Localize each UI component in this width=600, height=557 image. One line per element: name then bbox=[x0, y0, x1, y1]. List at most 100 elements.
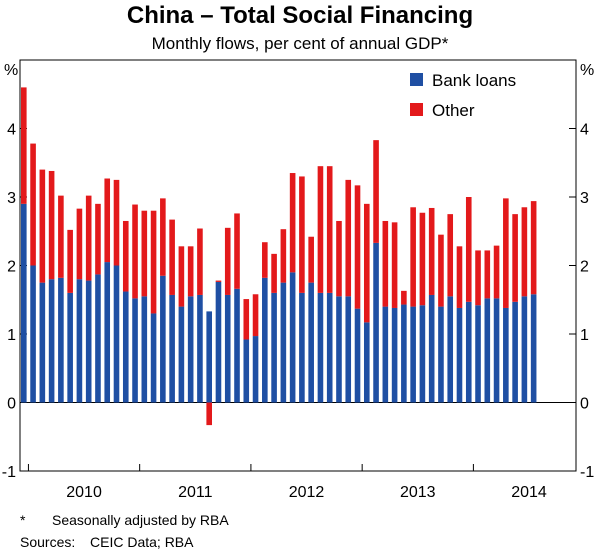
bar-other bbox=[206, 402, 212, 426]
chart-subtitle: Monthly flows, per cent of annual GDP* bbox=[152, 34, 449, 53]
bar-bank-loans bbox=[280, 282, 287, 403]
bar-bank-loans bbox=[484, 298, 491, 403]
bar-other bbox=[141, 210, 148, 297]
x-tick-label: 2011 bbox=[178, 484, 213, 501]
bar-other bbox=[289, 173, 296, 273]
bar-other bbox=[419, 212, 426, 306]
legend-swatch-bank-loans bbox=[410, 73, 423, 86]
bar-bank-loans bbox=[104, 262, 111, 403]
bar-other bbox=[95, 203, 101, 275]
bar-other bbox=[160, 198, 166, 276]
bar-bank-loans bbox=[271, 292, 277, 403]
bar-bank-loans bbox=[391, 307, 398, 403]
bar-bank-loans bbox=[132, 298, 138, 403]
bar-bank-loans bbox=[465, 301, 472, 403]
bar-other bbox=[21, 87, 27, 204]
bar-bank-loans bbox=[530, 294, 537, 403]
bar-other bbox=[512, 214, 518, 302]
bar-bank-loans bbox=[326, 292, 333, 403]
bar-other bbox=[493, 245, 500, 299]
bar-bank-loans bbox=[428, 294, 435, 403]
bar-bank-loans bbox=[39, 282, 46, 403]
bar-bank-loans bbox=[95, 274, 101, 403]
bar-other bbox=[530, 201, 537, 295]
bar-other bbox=[122, 220, 129, 292]
bar-other bbox=[447, 214, 454, 297]
bar-bank-loans bbox=[160, 275, 166, 403]
bar-other bbox=[336, 220, 342, 297]
bar-bank-loans bbox=[503, 307, 509, 403]
bar-other bbox=[262, 242, 268, 278]
legend-label-other: Other bbox=[432, 101, 475, 120]
legend: Bank loans Other bbox=[410, 71, 516, 120]
bar-bank-loans bbox=[206, 311, 212, 403]
y-tick-label-right: -1 bbox=[580, 464, 594, 481]
bar-bank-loans bbox=[475, 305, 481, 403]
bar-bank-loans bbox=[141, 296, 148, 403]
bar-other bbox=[382, 220, 389, 307]
x-tick-label: 2012 bbox=[289, 484, 325, 501]
axis-ticks bbox=[20, 128, 576, 472]
bar-bank-loans bbox=[197, 294, 203, 403]
x-tick-label: 2010 bbox=[66, 484, 102, 501]
bar-bank-loans bbox=[30, 265, 36, 403]
bar-other bbox=[67, 229, 73, 293]
bar-other bbox=[317, 166, 324, 293]
bar-other bbox=[150, 210, 157, 314]
bar-bank-loans bbox=[438, 306, 444, 403]
bar-other bbox=[252, 294, 259, 337]
bar-bank-loans bbox=[122, 291, 129, 403]
bar-other bbox=[104, 178, 111, 263]
bar-other bbox=[410, 207, 416, 307]
y-axis-right-unit: % bbox=[580, 62, 594, 79]
bar-bank-loans bbox=[401, 304, 407, 403]
y-tick-label-left: 0 bbox=[7, 396, 16, 413]
legend-label-bank-loans: Bank loans bbox=[432, 71, 516, 90]
bar-other bbox=[345, 179, 352, 297]
bar-bank-loans bbox=[317, 292, 324, 403]
bar-bank-loans bbox=[215, 281, 222, 403]
y-tick-label-right: 4 bbox=[580, 122, 589, 139]
bar-bank-loans bbox=[67, 292, 73, 403]
bar-other bbox=[475, 250, 481, 306]
bar-other bbox=[234, 213, 240, 289]
bar-other bbox=[354, 185, 361, 309]
bar-bank-loans bbox=[354, 308, 361, 403]
bar-other bbox=[58, 195, 64, 278]
bar-other bbox=[113, 179, 120, 266]
footnote-text: Seasonally adjusted by RBA bbox=[52, 512, 229, 528]
bar-bank-loans bbox=[252, 336, 259, 403]
bar-other bbox=[178, 246, 185, 307]
bar-other bbox=[363, 203, 370, 323]
bar-bank-loans bbox=[21, 203, 27, 403]
y-tick-label-right: 2 bbox=[580, 259, 589, 276]
bar-other bbox=[169, 219, 175, 295]
bar-other bbox=[132, 204, 138, 299]
y-tick-label-left: -1 bbox=[2, 464, 16, 481]
bar-bank-loans bbox=[113, 265, 120, 403]
bar-other bbox=[187, 246, 194, 297]
bar-other bbox=[484, 250, 491, 299]
bar-other bbox=[503, 198, 509, 308]
bar-other bbox=[326, 166, 333, 293]
bar-bank-loans bbox=[224, 294, 231, 403]
y-tick-label-left: 1 bbox=[7, 327, 16, 344]
bar-other bbox=[428, 207, 435, 295]
bar-bank-loans bbox=[336, 296, 342, 403]
bar-other bbox=[271, 253, 277, 293]
x-tick-label: 2014 bbox=[511, 484, 547, 501]
bar-other bbox=[391, 222, 398, 308]
sources-label: Sources: bbox=[20, 534, 75, 550]
bar-bank-loans bbox=[363, 322, 370, 403]
footnote-marker: * bbox=[20, 512, 26, 528]
bar-bank-loans bbox=[58, 277, 64, 403]
y-tick-labels: -1 -1 0 0 1 1 2 2 3 3 4 4 bbox=[2, 122, 595, 482]
y-axis-left-unit: % bbox=[4, 62, 18, 79]
x-tick-label: 2013 bbox=[400, 484, 436, 501]
bar-other bbox=[85, 195, 92, 281]
bar-other bbox=[39, 169, 46, 283]
bar-bank-loans bbox=[512, 301, 518, 403]
bar-bank-loans bbox=[345, 296, 352, 403]
bar-bank-loans bbox=[308, 282, 314, 403]
